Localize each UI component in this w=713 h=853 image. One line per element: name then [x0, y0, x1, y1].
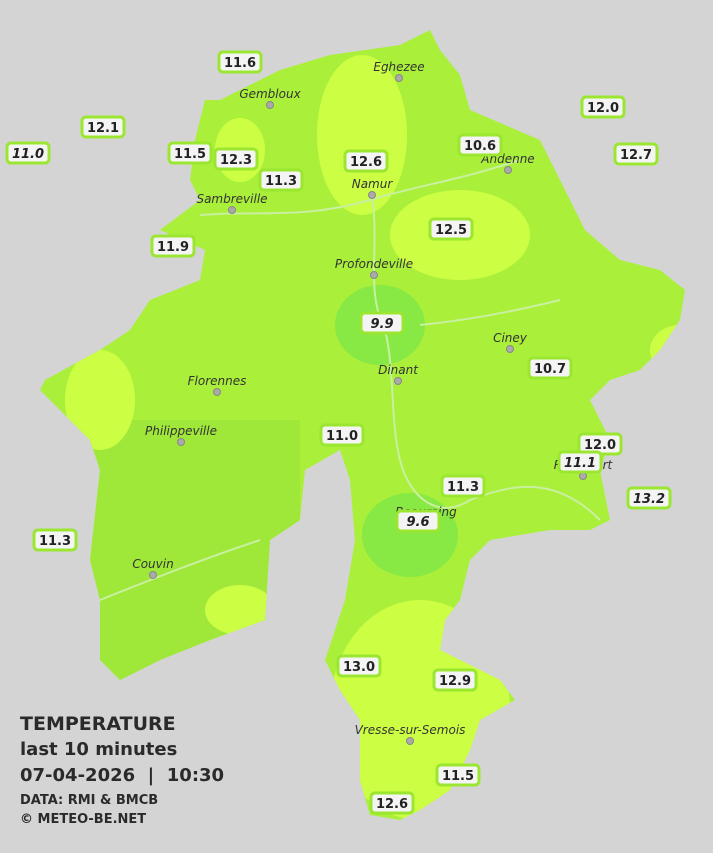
- station-box: [432, 668, 478, 692]
- station-box: [613, 142, 659, 166]
- station-value: 12.9: [439, 674, 471, 689]
- station-box: [167, 141, 213, 165]
- station-value: 12.6: [350, 155, 382, 170]
- city-dot: [149, 571, 157, 579]
- station-value: 10.6: [464, 139, 496, 154]
- station-value: 11.0: [326, 429, 358, 444]
- station-value: 11.3: [447, 480, 479, 495]
- station-box: [213, 147, 259, 171]
- city-dot: [370, 271, 378, 279]
- station-box: [343, 149, 389, 173]
- station-box: [527, 356, 573, 380]
- city-name: Eghezee: [373, 60, 424, 74]
- city-dot: [228, 206, 236, 214]
- city-name: Gembloux: [239, 87, 301, 101]
- city-name: Profondeville: [335, 257, 413, 271]
- station-box: [32, 528, 78, 552]
- city-dot: [579, 472, 587, 480]
- station-value: 13.2: [633, 492, 665, 507]
- city-name: Dinant: [378, 363, 419, 377]
- city-name: Couvin: [132, 557, 173, 571]
- city-name: Sambreville: [196, 192, 267, 206]
- city-dot: [394, 377, 402, 385]
- station-value: 11.3: [265, 174, 297, 189]
- city-name: Vresse-sur-Semois: [355, 723, 466, 737]
- station-box: [150, 234, 196, 258]
- legend-subtitle: last 10 minutes: [20, 739, 177, 760]
- station-value: 11.3: [39, 534, 71, 549]
- city-name: Ciney: [493, 331, 528, 345]
- station-box: [359, 311, 405, 335]
- station-value: 11.1: [564, 456, 596, 471]
- station-box: [5, 141, 51, 165]
- station-value: 12.7: [620, 148, 652, 163]
- station-box: [395, 509, 441, 533]
- station-box: [580, 95, 626, 119]
- labels: EghezeeGemblouxNamurAndenneSambrevillePr…: [5, 50, 672, 815]
- station-box: [369, 791, 415, 815]
- station-value: 11.9: [157, 240, 189, 255]
- station-box: [626, 486, 672, 510]
- station-value: 11.0: [12, 147, 44, 162]
- station-box: [217, 50, 263, 74]
- station-value: 9.9: [370, 317, 393, 332]
- station-box: [319, 423, 365, 447]
- station-box: [457, 133, 503, 157]
- station-box: [435, 763, 481, 787]
- city-dot: [506, 345, 514, 353]
- station-value: 12.3: [220, 153, 252, 168]
- city-name: Philippeville: [145, 424, 217, 438]
- city-dot: [395, 74, 403, 82]
- station-value: 11.5: [442, 769, 474, 784]
- station-box: [80, 115, 126, 139]
- station-value: 11.5: [174, 147, 206, 162]
- station-value: 9.6: [406, 515, 429, 530]
- station-value: 12.6: [376, 797, 408, 812]
- station-value: 11.6: [224, 56, 256, 71]
- station-value: 13.0: [343, 660, 375, 675]
- station-value: 10.7: [534, 362, 566, 377]
- station-box: [557, 450, 603, 474]
- station-value: 12.0: [587, 101, 619, 116]
- city-dot: [504, 166, 512, 174]
- legend-title: TEMPERATURE: [20, 713, 176, 735]
- legend-source: DATA: RMI & BMCB: [20, 793, 158, 808]
- city-dot: [368, 191, 376, 199]
- station-value: 12.5: [435, 223, 467, 238]
- legend-copyright: © METEO-BE.NET: [20, 812, 146, 827]
- station-box: [336, 654, 382, 678]
- city-dot: [266, 101, 274, 109]
- city-dot: [177, 438, 185, 446]
- city-dot: [213, 388, 221, 396]
- station-value: 12.1: [87, 121, 119, 136]
- city-name: Namur: [352, 177, 394, 191]
- station-box: [440, 474, 486, 498]
- city-dot: [406, 737, 414, 745]
- station-value: 12.0: [584, 438, 616, 453]
- legend-datetime: 07-04-2026 | 10:30: [20, 765, 224, 786]
- station-box: [428, 217, 474, 241]
- city-name: Florennes: [188, 374, 247, 388]
- station-box: [258, 168, 304, 192]
